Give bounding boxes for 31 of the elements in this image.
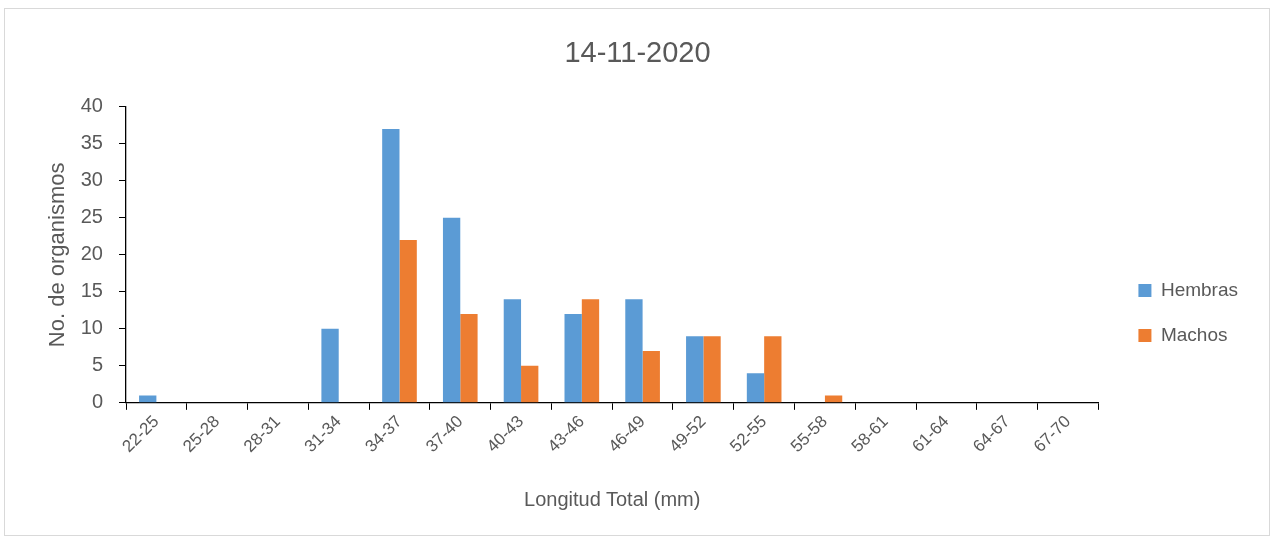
y-tick-label: 10	[80, 316, 103, 339]
y-tick-label: 40	[80, 94, 103, 117]
bar	[824, 395, 843, 403]
y-tick-label: 15	[80, 279, 103, 302]
bar	[764, 336, 782, 403]
y-tick-label: 5	[91, 353, 103, 376]
y-tick-label: 0	[91, 390, 103, 413]
bar	[382, 129, 400, 403]
legend-label: Machos	[1160, 323, 1228, 345]
chart-title: 14-11-2020	[564, 36, 711, 69]
bar	[746, 373, 765, 403]
bar	[321, 328, 339, 403]
y-tick-label: 25	[80, 205, 103, 228]
bar	[642, 351, 660, 403]
bar	[564, 314, 582, 403]
bar	[686, 336, 704, 403]
bar	[703, 336, 721, 403]
bar	[139, 395, 157, 403]
bar	[460, 314, 478, 403]
legend-label: Hembras	[1160, 278, 1238, 300]
bar	[399, 240, 417, 403]
x-axis-title: Longitud Total (mm)	[524, 487, 701, 510]
bar	[521, 365, 539, 403]
y-axis-title: No. de organismos	[44, 162, 70, 348]
bar	[442, 217, 461, 403]
bar	[503, 299, 522, 403]
y-tick-label: 20	[80, 242, 103, 265]
bar	[581, 299, 600, 403]
y-tick-label: 35	[80, 131, 103, 154]
y-tick-label: 30	[80, 168, 103, 191]
bar	[625, 299, 643, 403]
